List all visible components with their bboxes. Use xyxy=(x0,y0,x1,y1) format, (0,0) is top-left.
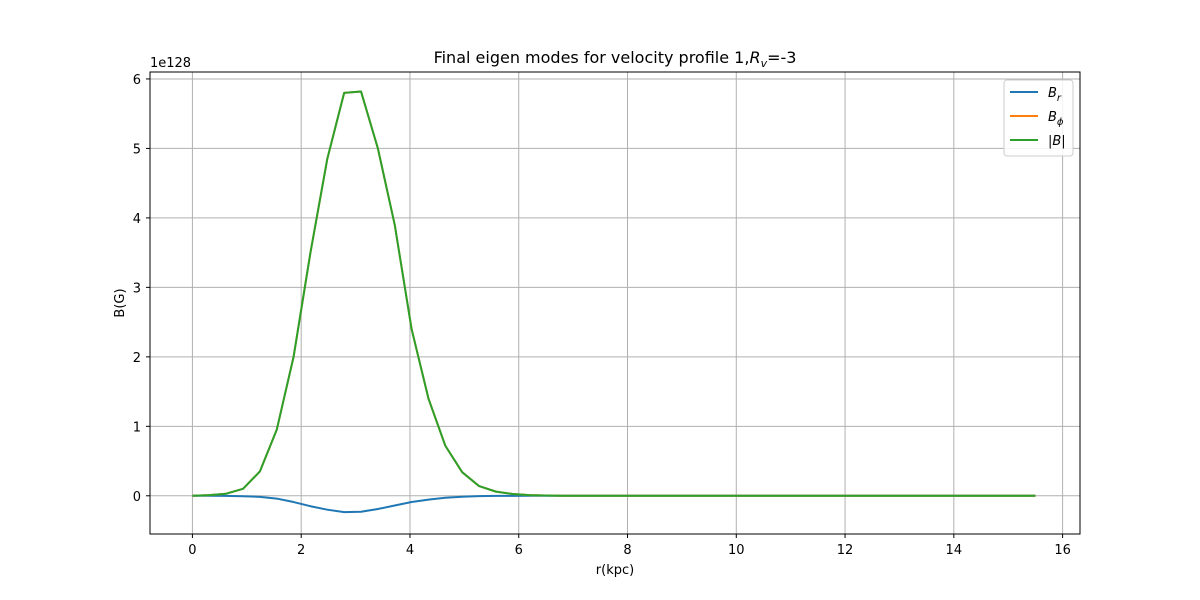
chart-title-sub: v xyxy=(761,57,768,70)
y-tick-label-2: 2 xyxy=(133,351,141,366)
series-line-1 xyxy=(192,90,1036,497)
y-tick-label-1: 1 xyxy=(133,420,141,435)
plot-frame xyxy=(149,71,1081,535)
legend-label-var-0: B xyxy=(1048,86,1057,101)
series-lines xyxy=(192,90,1036,514)
series-line-2 xyxy=(192,90,1036,497)
x-tick-label-4: 8 xyxy=(623,543,631,558)
x-tick-label-2: 4 xyxy=(406,543,414,558)
legend-label-0: Br xyxy=(1048,86,1062,104)
chart-title: Final eigen modes for velocity profile 1… xyxy=(434,48,797,70)
y-tick-label-5: 5 xyxy=(133,142,141,157)
x-tick-label-5: 10 xyxy=(728,543,745,558)
x-tick-label-6: 12 xyxy=(837,543,854,558)
y-tick-label-6: 6 xyxy=(133,73,141,88)
x-tick-label-7: 14 xyxy=(946,543,963,558)
x-tick-label-3: 6 xyxy=(515,543,523,558)
y-tick-label-4: 4 xyxy=(133,212,141,227)
chart-title-prefix: Final eigen modes for velocity profile 1… xyxy=(434,48,750,67)
y-offset-label: 1e128 xyxy=(150,56,191,71)
x-tick-label-1: 2 xyxy=(297,543,305,558)
legend-label-var-1: B xyxy=(1048,110,1057,125)
x-tick-label-0: 0 xyxy=(188,543,196,558)
x-tick-label-8: 16 xyxy=(1054,543,1071,558)
series-line-0 xyxy=(192,494,1036,514)
legend-label-1: Bϕ xyxy=(1048,110,1064,128)
y-axis-title: B(G) xyxy=(113,288,128,317)
y-tick-label-3: 3 xyxy=(133,281,141,296)
grid-lines xyxy=(150,72,1080,534)
legend-label-2: |B| xyxy=(1048,134,1066,149)
legend-label-var-2: |B| xyxy=(1048,134,1066,149)
legend-label-sub-1: ϕ xyxy=(1057,117,1064,128)
y-tick-label-0: 0 xyxy=(133,490,141,505)
legend-label-sub-0: r xyxy=(1057,93,1062,104)
x-axis-title: r(kpc) xyxy=(596,563,634,578)
chart-title-var: R xyxy=(749,48,760,67)
legend-box xyxy=(1003,79,1074,157)
chart-title-suffix: =-3 xyxy=(767,48,796,67)
